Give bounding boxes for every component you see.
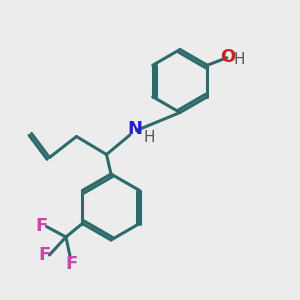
Text: F: F xyxy=(38,246,50,264)
Text: F: F xyxy=(35,217,47,235)
Text: F: F xyxy=(66,255,78,273)
Text: H: H xyxy=(143,130,155,145)
Text: O: O xyxy=(220,48,235,66)
Text: H: H xyxy=(234,52,245,67)
Text: N: N xyxy=(128,120,142,138)
